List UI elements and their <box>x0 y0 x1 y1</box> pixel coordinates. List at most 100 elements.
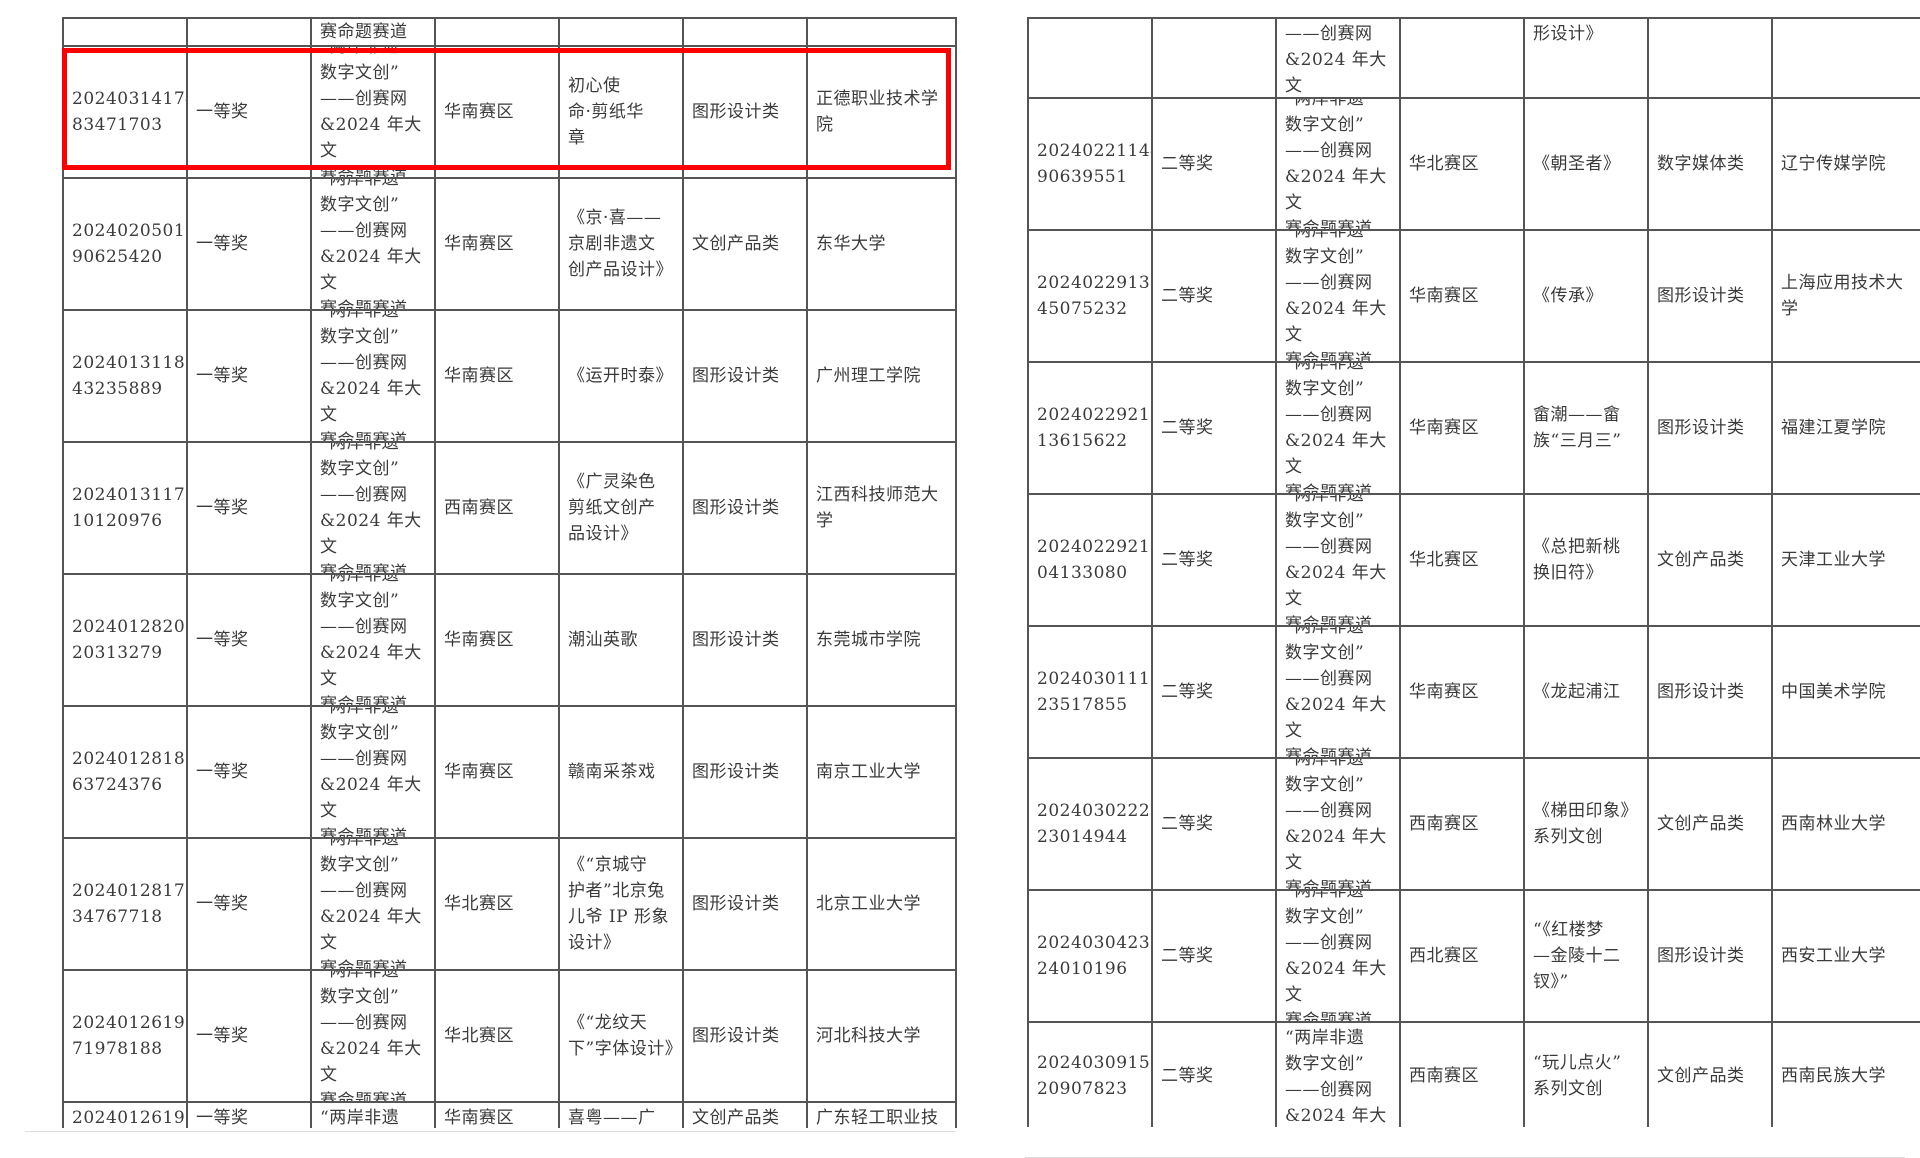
cell-region: 华南赛区 <box>436 707 560 837</box>
table-row: ——创赛网 &2024 年大文 赛命题赛道 形设计》 <box>1029 19 1920 99</box>
work-text: 畲潮——畲 族“三月三” <box>1533 405 1622 451</box>
school-text: 上海应用技术大 学 <box>1781 273 1904 319</box>
region-text: 华南赛区 <box>1409 682 1479 702</box>
region-text: 华南赛区 <box>1409 418 1479 438</box>
cell-work: 《京·喜—— 京剧非遗文 创产品设计》 <box>560 179 684 309</box>
cell-school: 天津工业大学 <box>1773 495 1920 625</box>
category-text: 文创产品类 <box>692 1108 780 1128</box>
cell-region <box>436 19 560 45</box>
cell-id: 20240229213 13615622 <box>1029 363 1153 493</box>
cell-award: 二等奖 <box>1153 363 1277 493</box>
id-text: 20240131183 43235889 <box>72 353 188 399</box>
cell-award: 二等奖 <box>1153 1023 1277 1127</box>
work-text: 《广灵染色 剪纸文创产 品设计》 <box>568 472 656 544</box>
cell-region: 西北赛区 <box>1401 891 1525 1021</box>
cell-track: “两岸非遗 数字文创” ——创赛网 &2024 年大文 赛命题赛道 <box>312 971 436 1101</box>
work-text: 喜粤——广 <box>568 1108 656 1128</box>
school-text: 东华大学 <box>816 234 886 254</box>
region-text: 华北赛区 <box>444 894 514 914</box>
cell-id: 20240302225 23014944 <box>1029 759 1153 889</box>
table-row: 20240128185 63724376 一等奖 “两岸非遗 数字文创” ——创赛网… <box>64 707 957 839</box>
cell-work: 潮汕英歌 <box>560 575 684 705</box>
cell-region: 西南赛区 <box>436 443 560 573</box>
cell-category <box>684 19 808 45</box>
id-text: 20240302225 23014944 <box>1037 801 1153 847</box>
cell-school: 东莞城市学院 <box>808 575 957 705</box>
school-text: 江西科技师范大 学 <box>816 485 939 531</box>
cell-id: 20240221144 90639551 <box>1029 99 1153 229</box>
cell-award: 一等奖 <box>188 179 312 309</box>
table-row: 20240302225 23014944 二等奖 “两岸非遗 数字文创” ——创赛网… <box>1029 759 1920 891</box>
work-text: “《红楼梦 —金陵十二 钗》” <box>1533 920 1621 992</box>
id-text: 20240128173 34767718 <box>72 881 188 927</box>
cell-category: 图形设计类 <box>1649 627 1773 757</box>
cell-work: 《广灵染色 剪纸文创产 品设计》 <box>560 443 684 573</box>
table-row: 20240126191 71978188 一等奖 “两岸非遗 数字文创” ——创赛网… <box>64 971 957 1103</box>
cell-track: “两岸非遗 数字文创” ——创赛网 &2024 年大文 赛命题赛道 <box>1277 627 1401 757</box>
cell-track: ——创赛网 &2024 年大文 赛命题赛道 <box>1277 19 1401 97</box>
divider <box>25 1131 955 1132</box>
cell-track: “两岸非遗 数字文创” ——创赛网 &2024 年大文 赛命题赛道 <box>312 839 436 969</box>
cell-category: 数字媒体类 <box>1649 99 1773 229</box>
award-text: 一等奖 <box>196 498 249 518</box>
id-text: 20240301113 23517855 <box>1037 669 1153 715</box>
table-row: 20240131183 43235889 一等奖 “两岸非遗 数字文创” ——创赛网… <box>64 311 957 443</box>
award-text: 二等奖 <box>1161 154 1214 174</box>
cell-category: 图形设计类 <box>684 575 808 705</box>
cell-region: 华南赛区 <box>436 1103 560 1128</box>
id-text: 20240304231 24010196 <box>1037 933 1153 979</box>
award-text: 一等奖 <box>196 366 249 386</box>
cell-award: 一等奖 <box>188 575 312 705</box>
table-row: 20240126190 一等奖 “两岸非遗 华南赛区 喜粤——广 文创产品类 广东轻工职业技 <box>64 1103 957 1128</box>
id-text: 20240131172 10120976 <box>72 485 188 531</box>
award-text: 二等奖 <box>1161 286 1214 306</box>
school-text: 北京工业大学 <box>816 894 921 914</box>
table-row: 赛命题赛道 <box>64 19 957 47</box>
cell-work: 形设计》 <box>1525 19 1649 97</box>
cell-track: “两岸非遗 数字文创” ——创赛网 &2024 年大文 赛命题赛道 <box>312 311 436 441</box>
cell-region: 西南赛区 <box>1401 1023 1525 1127</box>
cell-award: 二等奖 <box>1153 495 1277 625</box>
cell-award: 一等奖 <box>188 311 312 441</box>
region-text: 华南赛区 <box>444 630 514 650</box>
work-text: 《朝圣者》 <box>1533 154 1621 174</box>
award-text: 一等奖 <box>196 1108 249 1128</box>
cell-track: “两岸非遗 数字文创” ——创赛网 &2024 年大文 赛命题赛道 <box>312 443 436 573</box>
cell-track: “两岸非遗 <box>312 1103 436 1128</box>
cell-work: “《红楼梦 —金陵十二 钗》” <box>1525 891 1649 1021</box>
work-text: 《京·喜—— 京剧非遗文 创产品设计》 <box>568 208 673 280</box>
school-text: 广东轻工职业技 <box>816 1108 939 1128</box>
region-text: 华南赛区 <box>444 1108 514 1128</box>
category-text: 图形设计类 <box>692 102 780 122</box>
region-text: 华南赛区 <box>1409 286 1479 306</box>
cell-region: 华南赛区 <box>436 179 560 309</box>
cell-category: 图形设计类 <box>1649 231 1773 361</box>
cell-category: 图形设计类 <box>684 971 808 1101</box>
cell-category: 图形设计类 <box>1649 363 1773 493</box>
region-text: 华南赛区 <box>444 102 514 122</box>
award-text: 二等奖 <box>1161 946 1214 966</box>
cell-id: 20240128173 34767718 <box>64 839 188 969</box>
id-text: 20240229135 45075232 <box>1037 273 1153 319</box>
cell-school: 上海应用技术大 学 <box>1773 231 1920 361</box>
school-text: 广州理工学院 <box>816 366 921 386</box>
left-results-table: 赛命题赛道 20240314174 83471703 一等奖 “两岸非遗 数字文创” … <box>62 17 957 1128</box>
cell-work: 《朝圣者》 <box>1525 99 1649 229</box>
school-text: 福建江夏学院 <box>1781 418 1886 438</box>
table-row: 20240128173 34767718 一等奖 “两岸非遗 数字文创” ——创赛网… <box>64 839 957 971</box>
cell-category: 图形设计类 <box>684 47 808 177</box>
cell-work <box>560 19 684 45</box>
award-text: 二等奖 <box>1161 550 1214 570</box>
cell-region <box>1401 19 1525 97</box>
work-text: 赣南采茶戏 <box>568 762 656 782</box>
cell-school: 正德职业技术学 院 <box>808 47 957 177</box>
cell-category: 图形设计类 <box>684 443 808 573</box>
cell-category: 文创产品类 <box>684 179 808 309</box>
cell-school: 中国美术学院 <box>1773 627 1920 757</box>
cell-work: 《运开时泰》 <box>560 311 684 441</box>
cell-id: 20240128205 20313279 <box>64 575 188 705</box>
cell-region: 西南赛区 <box>1401 759 1525 889</box>
cell-work: 赣南采茶戏 <box>560 707 684 837</box>
table-row: 20240128205 20313279 一等奖 “两岸非遗 数字文创” ——创赛网… <box>64 575 957 707</box>
track-text: “两岸非遗 数字文创” ——创赛网 &2024 年大文 赛命题赛道 <box>1285 495 1387 625</box>
